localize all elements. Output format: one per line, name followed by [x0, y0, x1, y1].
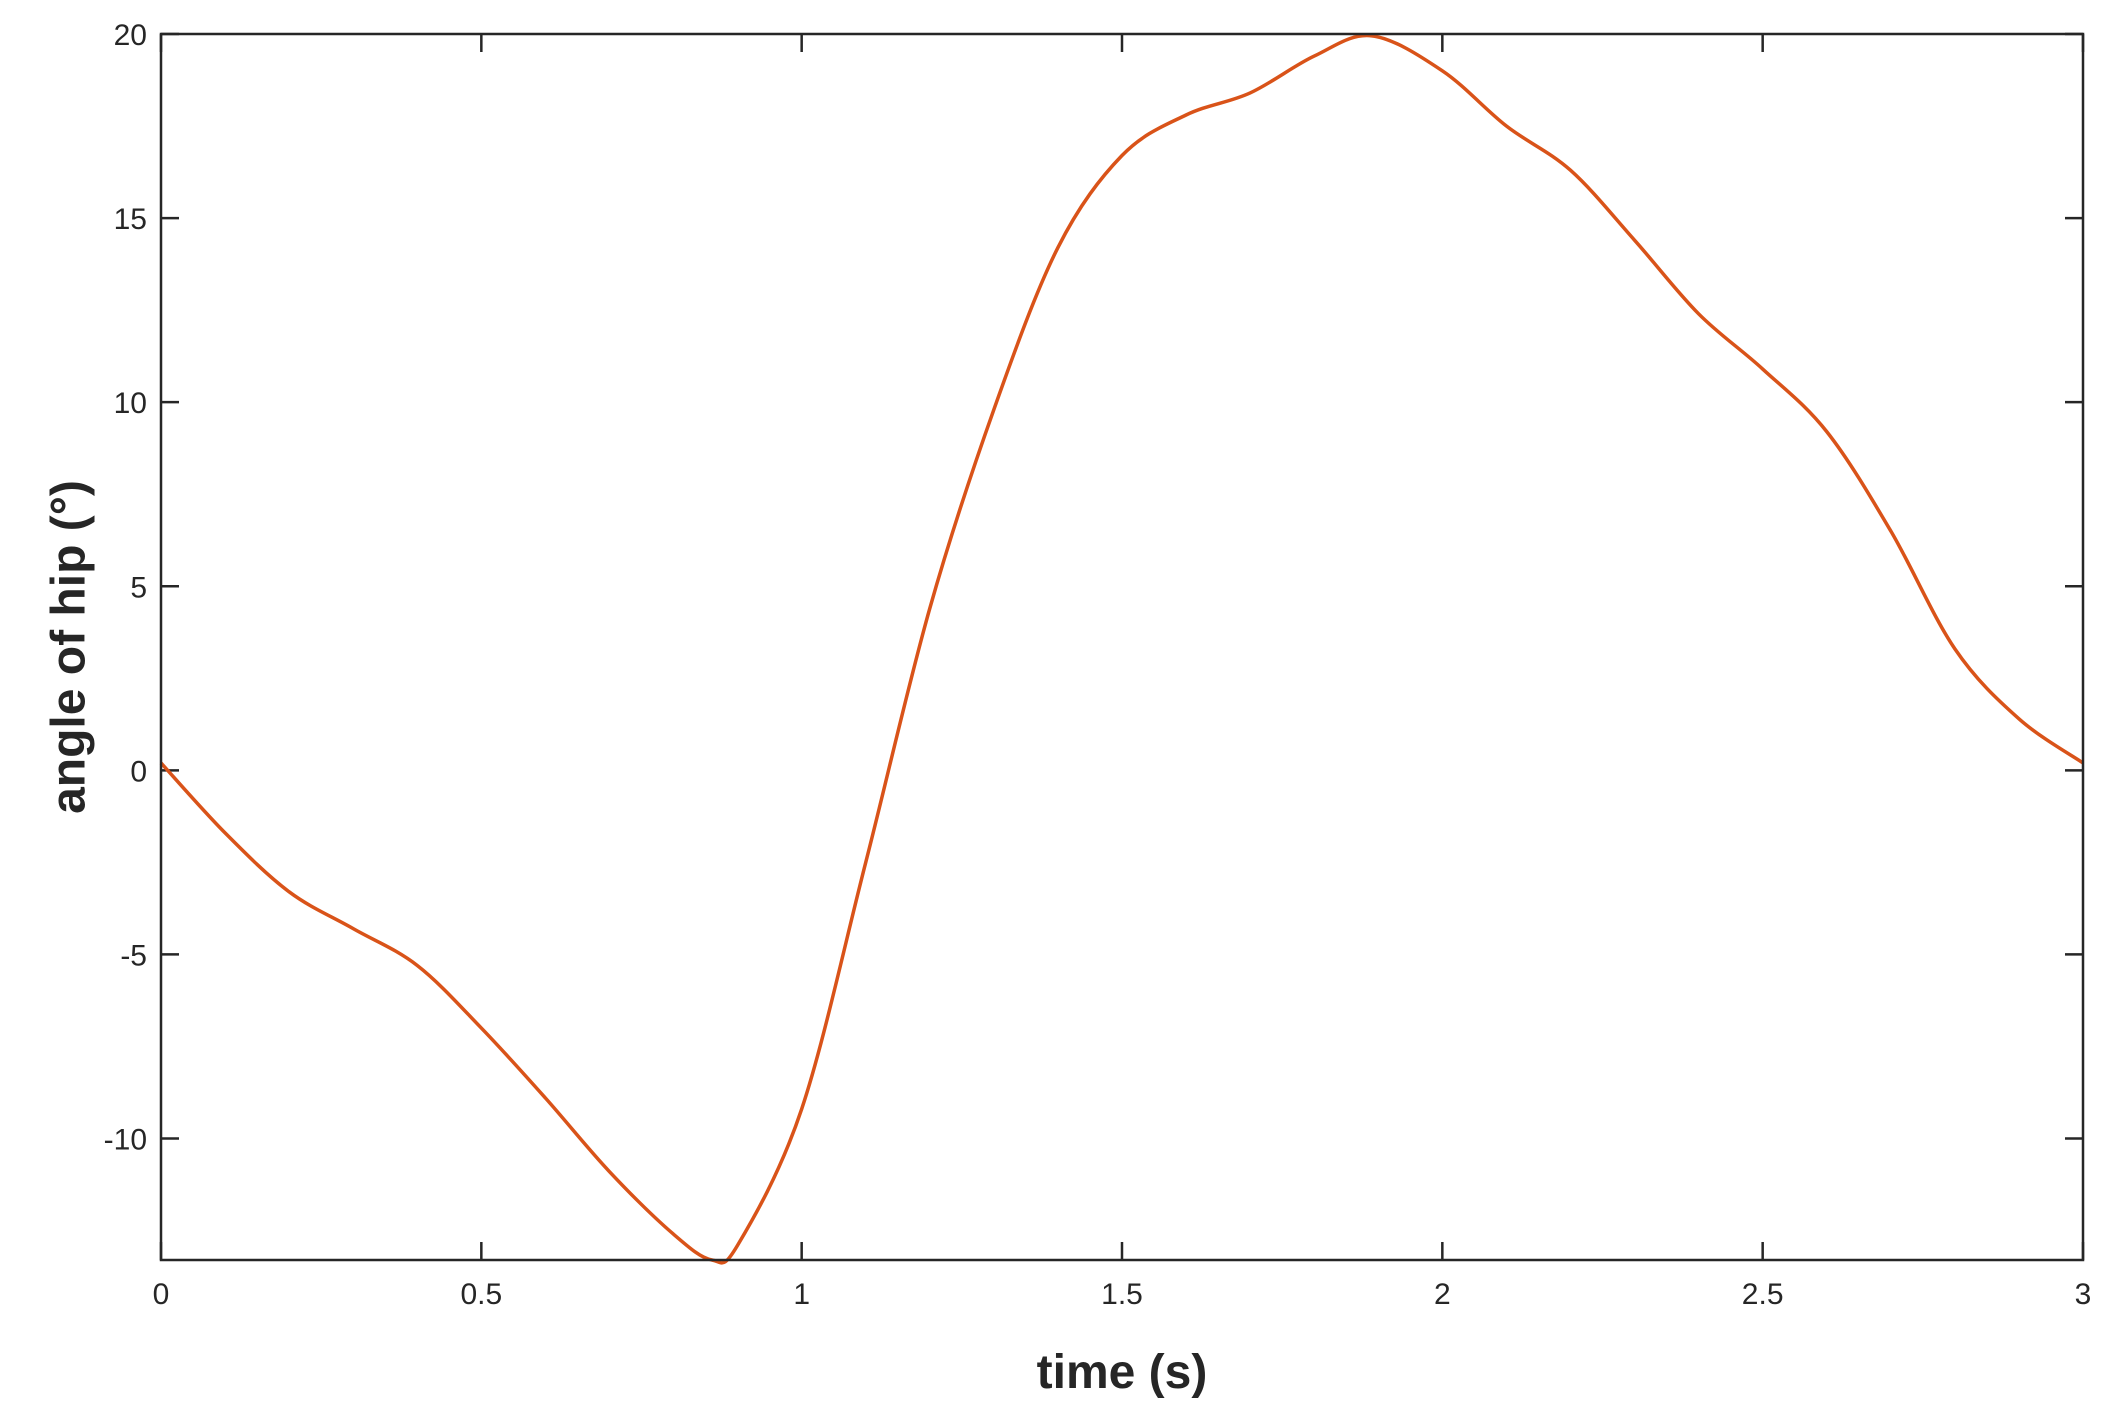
x-tick-label: 2 [1434, 1278, 1451, 1311]
y-tick-label: 20 [114, 19, 147, 52]
series-line [159, 33, 2084, 1265]
y-tick-label: -5 [120, 939, 147, 972]
x-tick-label: 1 [793, 1278, 810, 1311]
x-tick-label: 0 [153, 1278, 170, 1311]
y-tick-label: 5 [130, 571, 147, 604]
y-tick-label: 10 [114, 387, 147, 420]
x-tick-label: 3 [2075, 1278, 2092, 1311]
x-tick-label: 2.5 [1742, 1278, 1784, 1311]
x-tick-label: 1.5 [1101, 1278, 1143, 1311]
y-tick-label: -10 [104, 1124, 147, 1157]
tick-labels: 0 0.5 1 1.5 2 2.5 3 -10 -5 0 5 10 15 20 [104, 19, 2092, 1311]
plot-area-frame [159, 32, 2085, 1262]
y-tick-label: 15 [114, 203, 147, 236]
series-layer [159, 33, 2084, 1265]
y-tick-label: 0 [130, 755, 147, 788]
x-axis-title: time (s) [1037, 1346, 1208, 1399]
y-axis-title: angle of hip (°) [43, 480, 96, 814]
x-tick-label: 0.5 [460, 1278, 502, 1311]
